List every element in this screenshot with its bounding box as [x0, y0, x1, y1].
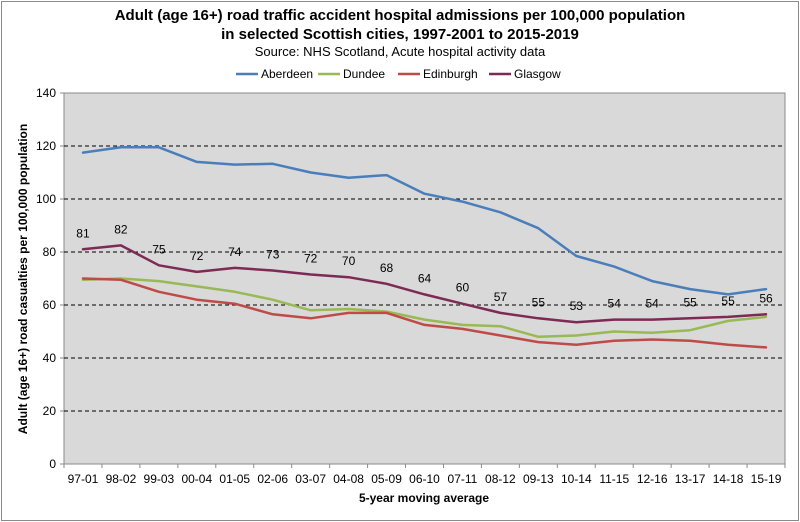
x-tick-label: 06-10	[409, 472, 440, 486]
x-tick-label: 97-01	[68, 472, 99, 486]
y-tick-label: 100	[36, 192, 56, 206]
x-tick-label: 99-03	[144, 472, 175, 486]
axes	[60, 92, 786, 468]
data-label-glasgow: 60	[456, 281, 470, 295]
data-label-glasgow: 75	[152, 242, 166, 256]
y-tick-label: 120	[36, 139, 56, 153]
legend-label-dundee: Dundee	[343, 67, 385, 81]
glasgow-data-labels: 81 82 75 72 74 73 72 70 68 64 60 57 55 53 54 54 55 55 56	[76, 222, 773, 313]
data-label-glasgow: 70	[342, 254, 356, 268]
x-tick-label: 02-06	[257, 472, 288, 486]
x-tick-label: 03-07	[295, 472, 326, 486]
x-tick-label: 07-11	[448, 472, 478, 486]
x-tick-label: 14-18	[713, 472, 744, 486]
chart-title-line2: in selected Scottish cities, 1997-2001 t…	[221, 26, 579, 43]
series-line-aberdeen	[81, 146, 768, 296]
x-tick-label: 15-19	[751, 472, 782, 486]
data-label-glasgow: 55	[683, 295, 697, 309]
x-tick-label: 04-08	[333, 472, 364, 486]
x-tick-label: 08-12	[485, 472, 516, 486]
data-label-glasgow: 81	[76, 226, 90, 240]
x-tick-label: 11-15	[599, 472, 629, 486]
y-tick-label: 80	[43, 245, 57, 259]
x-tick-label: 05-09	[371, 472, 402, 486]
y-tick-labels: 0 20 40 60 80 100 120 140	[36, 86, 56, 471]
data-label-glasgow: 57	[494, 290, 508, 304]
data-label-glasgow: 53	[570, 299, 584, 313]
x-tick-label: 98-02	[106, 472, 137, 486]
series-line-dundee	[81, 277, 768, 339]
y-tick-label: 140	[36, 86, 56, 100]
series-line-edinburgh	[81, 277, 768, 349]
legend: Aberdeen Dundee Edinburgh Glasgow	[236, 67, 561, 81]
y-axis-label: Adult (age 16+) road casualties per 100,…	[16, 124, 30, 434]
data-label-glasgow: 68	[380, 261, 394, 275]
data-label-glasgow: 55	[721, 294, 735, 308]
data-label-glasgow: 56	[759, 291, 773, 305]
legend-label-edinburgh: Edinburgh	[423, 67, 478, 81]
x-tick-label: 12-16	[637, 472, 668, 486]
data-label-glasgow: 73	[266, 248, 280, 262]
x-tick-label: 00-04	[181, 472, 212, 486]
data-label-glasgow: 82	[114, 222, 128, 236]
plot-area	[63, 92, 786, 465]
x-tick-label: 09-13	[523, 472, 554, 486]
x-tick-label: 01-05	[219, 472, 250, 486]
chart-subtitle: Source: NHS Scotland, Acute hospital act…	[254, 44, 546, 59]
y-tick-label: 0	[49, 457, 56, 471]
legend-label-aberdeen: Aberdeen	[261, 67, 313, 81]
x-tick-labels: 97-01 98-02 99-03 00-04 01-05 02-06 03-07 04-08…	[68, 472, 782, 486]
gridlines	[64, 145, 785, 412]
y-tick-label: 20	[43, 404, 57, 418]
chart-title-line1: Adult (age 16+) road traffic accident ho…	[114, 7, 686, 24]
data-label-glasgow: 54	[646, 297, 660, 311]
data-label-glasgow: 64	[418, 271, 432, 285]
series-lines	[81, 146, 768, 349]
data-label-glasgow: 74	[228, 245, 242, 259]
data-label-glasgow: 54	[608, 297, 622, 311]
x-axis-label: 5-year moving average	[359, 491, 489, 505]
data-label-glasgow: 72	[190, 249, 204, 263]
data-label-glasgow: 72	[304, 252, 318, 266]
x-tick-label: 10-14	[561, 472, 592, 486]
y-tick-label: 40	[43, 351, 57, 365]
y-tick-label: 60	[43, 298, 57, 312]
series-line-glasgow	[81, 244, 768, 324]
data-label-glasgow: 55	[532, 295, 546, 309]
x-tick-label: 13-17	[675, 472, 706, 486]
legend-label-glasgow: Glasgow	[514, 67, 561, 81]
